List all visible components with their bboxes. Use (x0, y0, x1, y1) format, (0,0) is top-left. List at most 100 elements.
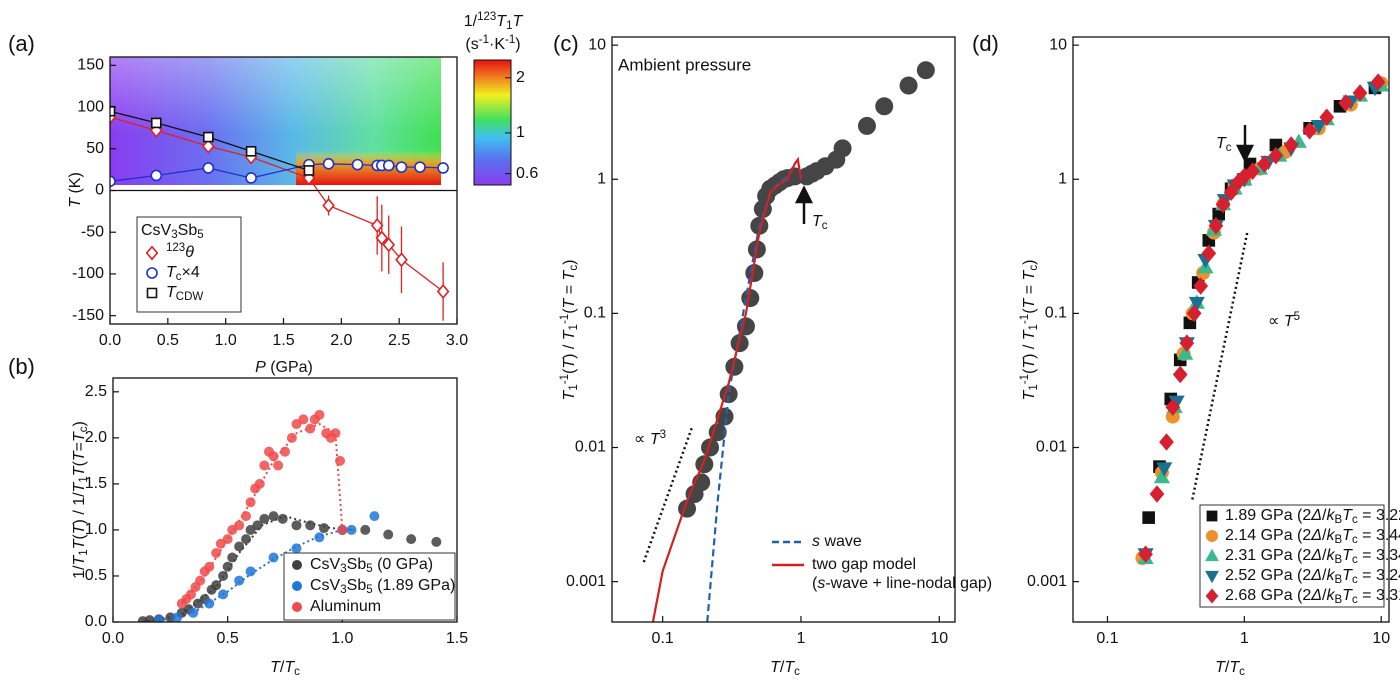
data-point (337, 524, 348, 535)
text-run: CDW (176, 291, 204, 303)
text-run: -1 (559, 374, 571, 384)
text-run: = (1021, 280, 1038, 298)
text-run: c (1239, 666, 1245, 678)
legend-box (283, 552, 456, 621)
text-run: ( (561, 308, 578, 314)
text-run: T (512, 13, 523, 30)
text-run: c (1352, 574, 1358, 586)
y-axis-label: T (K) (67, 172, 84, 208)
text-run: 1 (1028, 384, 1040, 390)
data-point (218, 570, 229, 581)
data-point (1156, 462, 1173, 477)
panel-label: (d) (972, 31, 999, 56)
text-run: 2.14 GPa (2 (1225, 527, 1311, 544)
legend-label: 2.52 GPa (2Δ/kBTc = 3.24) (1225, 567, 1400, 585)
data-point (1177, 345, 1194, 360)
text-run: 2.31 GPa (2 (1225, 547, 1311, 564)
data-point (234, 541, 245, 552)
legend-label: CsV3Sb5 (0 GPa) (310, 556, 433, 574)
text-run: T (1229, 659, 1240, 676)
data-point (227, 552, 238, 563)
text-run: Δ (1310, 527, 1322, 544)
text-run: s (812, 533, 820, 550)
data-point (245, 497, 256, 508)
text-run: T (1216, 135, 1227, 152)
text-run: T (270, 659, 281, 676)
data-point (701, 438, 720, 457)
data-point (153, 615, 164, 622)
text-run: -1 (559, 314, 571, 324)
legend-box (1199, 504, 1385, 608)
data-point (286, 432, 297, 443)
text-run: T (1021, 358, 1038, 369)
legend-marker (292, 560, 302, 570)
data-point (211, 547, 222, 558)
text-run: T (1342, 527, 1353, 544)
text-run: c (294, 666, 300, 678)
x-tick-label: 3.0 (446, 332, 468, 349)
legend-marker (1206, 510, 1218, 522)
legend-label: TCDW (166, 284, 203, 302)
text-run: 3 (660, 429, 666, 441)
x-axis-label: T/Tc (1215, 659, 1245, 677)
text-run: Sb (178, 222, 198, 239)
text-run: T (166, 264, 177, 281)
data-point (1245, 162, 1260, 180)
data-point (370, 218, 384, 234)
data-point (314, 532, 325, 543)
text-run: T (561, 389, 578, 400)
text-run: 1 (78, 549, 90, 555)
data-point (375, 230, 389, 246)
data-point (395, 252, 408, 268)
data-point (360, 524, 371, 535)
annotation: Ambient pressure (618, 55, 751, 74)
data-point (172, 612, 183, 622)
x-tick-label: 0.5 (157, 332, 179, 349)
data-point (382, 237, 396, 253)
data-point (291, 543, 302, 554)
text-run: T (1342, 587, 1353, 604)
data-point (291, 520, 302, 531)
text-run: CsV (310, 556, 341, 573)
legend-label: Aluminum (310, 598, 381, 615)
y-tick-label: 0.01 (575, 439, 606, 456)
x-tick-label: 10 (1372, 630, 1390, 647)
text-run: ) (561, 260, 578, 265)
data-point (382, 159, 395, 172)
text-run: = 3.24) (1358, 567, 1400, 584)
legend-marker (1206, 530, 1218, 542)
text-run: = 3.44) (1358, 527, 1400, 544)
text-run: CsV (310, 577, 341, 594)
text-run: 5 (197, 229, 203, 241)
text-run: s (817, 575, 825, 592)
x-tick-label: 1.5 (446, 630, 468, 647)
data-point (322, 198, 335, 214)
tc-label: Tc (1216, 135, 1232, 153)
legend-marker (145, 245, 159, 261)
legend-label: Tc×4 (166, 264, 200, 282)
text-run: / (280, 659, 285, 676)
data-point (437, 162, 449, 174)
data-point (150, 117, 162, 129)
text-run: c (822, 220, 828, 232)
text-run: c (1352, 554, 1358, 566)
data-point (195, 575, 206, 586)
text-run: ×4 (182, 264, 200, 281)
colorbar (473, 59, 512, 186)
text-run: T (1284, 313, 1295, 330)
text-run: -1 (1019, 314, 1031, 324)
y-tick-label: 10 (1049, 36, 1067, 53)
data-point (1223, 183, 1239, 202)
guide-label: ∝ T3 (634, 429, 666, 448)
y-tick-label: 0.1 (1045, 305, 1067, 322)
text-run: P (255, 359, 266, 376)
x-tick-label: 1.0 (215, 332, 237, 349)
plot-frame (611, 36, 956, 623)
data-point (305, 423, 316, 434)
data-point (298, 414, 309, 425)
text-run: B (1334, 594, 1342, 606)
data-point (259, 460, 270, 471)
text-run: T (496, 13, 507, 30)
text-run: T (1342, 567, 1353, 584)
